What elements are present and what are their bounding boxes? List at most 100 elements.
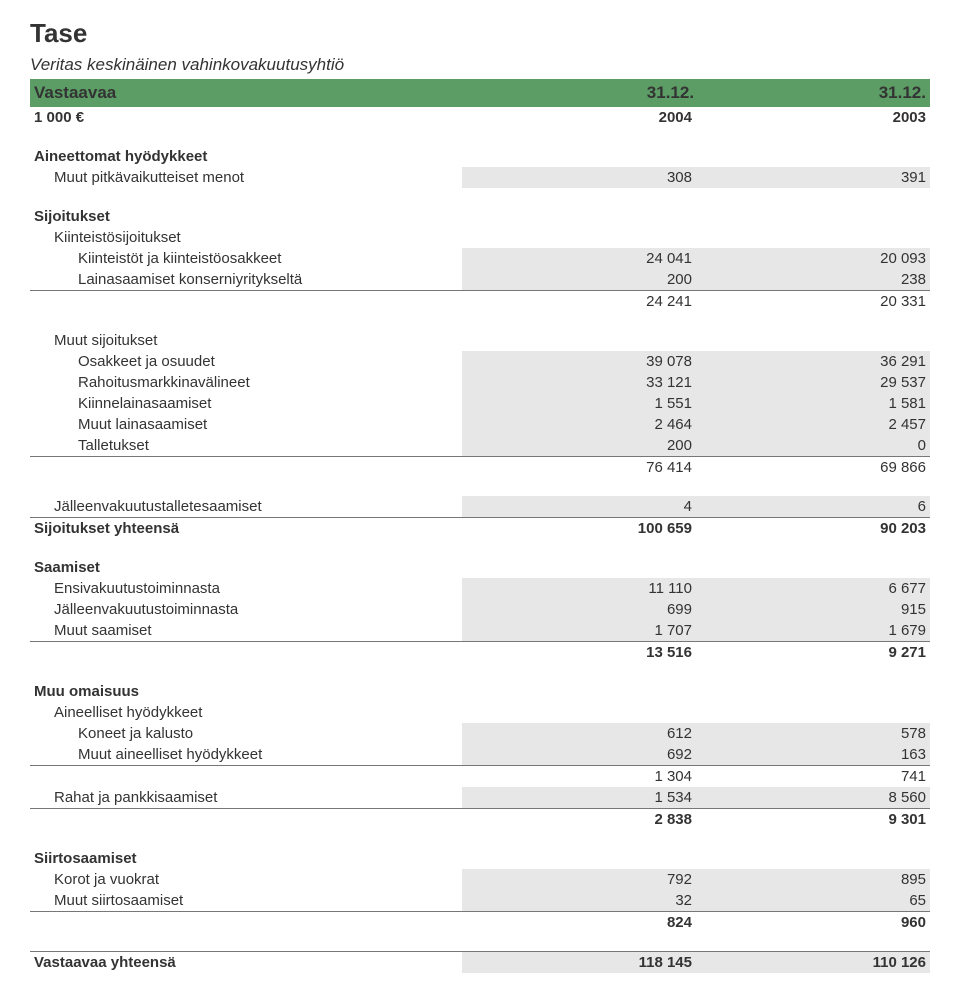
row-value-1: 1 707 [462, 620, 696, 642]
table-row: 13 5169 271 [30, 642, 930, 664]
row-value-1 [462, 227, 696, 248]
section-title: Aineettomat hyödykkeet [30, 146, 462, 167]
table-row: 2 8389 301 [30, 809, 930, 831]
table-row: 1 304741 [30, 766, 930, 788]
row-value-1: 1 304 [462, 766, 696, 788]
row-label: Kiinteistösijoitukset [30, 227, 462, 248]
row-label: Aineelliset hyödykkeet [30, 702, 462, 723]
row-value-1: 33 121 [462, 372, 696, 393]
row-label: Muut siirtosaamiset [30, 890, 462, 912]
row-value-2: 36 291 [696, 351, 930, 372]
row-label [30, 457, 462, 479]
row-label: Jälleenvakuutustoiminnasta [30, 599, 462, 620]
row-label: Lainasaamiset konserniyritykseltä [30, 269, 462, 291]
row-label: Sijoitukset yhteensä [30, 518, 462, 540]
section-title: Muu omaisuus [30, 681, 462, 702]
table-row: 824960 [30, 912, 930, 934]
currency-year-2: 2003 [696, 107, 930, 128]
row-label: Talletukset [30, 435, 462, 457]
table-row: Rahat ja pankkisaamiset1 5348 560 [30, 787, 930, 809]
currency-row: 1 000 € 2004 2003 [30, 107, 930, 128]
row-label: Muut lainasaamiset [30, 414, 462, 435]
subtitle: Veritas keskinäinen vahinkovakuutusyhtiö [30, 55, 930, 75]
row-value-2: 6 677 [696, 578, 930, 599]
row-value-1: 1 534 [462, 787, 696, 809]
table-row: Osakkeet ja osuudet39 07836 291 [30, 351, 930, 372]
row-value-1: 24 041 [462, 248, 696, 269]
row-value-1: 612 [462, 723, 696, 744]
header-col2: 31.12. [462, 83, 694, 103]
row-value-1: 76 414 [462, 457, 696, 479]
section-title: Saamiset [30, 557, 462, 578]
table-row: Muut sijoitukset [30, 330, 930, 351]
row-label: Muut pitkävaikutteiset menot [30, 167, 462, 188]
row-value-2: 1 679 [696, 620, 930, 642]
row-label: Ensivakuutustoiminnasta [30, 578, 462, 599]
row-value-2 [696, 227, 930, 248]
section-title-row: Siirtosaamiset [30, 848, 930, 869]
row-label [30, 766, 462, 788]
row-label: Muut aineelliset hyödykkeet [30, 744, 462, 766]
table-row: Muut saamiset1 7071 679 [30, 620, 930, 642]
row-value-2: 20 093 [696, 248, 930, 269]
row-value-2: 69 866 [696, 457, 930, 479]
row-label: Korot ja vuokrat [30, 869, 462, 890]
row-value-1: 2 464 [462, 414, 696, 435]
row-label: Muut sijoitukset [30, 330, 462, 351]
page-title: Tase [30, 18, 930, 49]
row-label [30, 809, 462, 831]
row-value-1: 699 [462, 599, 696, 620]
row-value-2: 741 [696, 766, 930, 788]
row-value-1: 824 [462, 912, 696, 934]
row-value-2: 238 [696, 269, 930, 291]
financial-table: 1 000 € 2004 2003 Aineettomat hyödykkeet… [30, 107, 930, 973]
table-row: Muut pitkävaikutteiset menot308391 [30, 167, 930, 188]
row-value-1: 13 516 [462, 642, 696, 664]
row-value-2: 0 [696, 435, 930, 457]
row-value-1: 200 [462, 269, 696, 291]
table-row: Kiinteistöt ja kiinteistöosakkeet24 0412… [30, 248, 930, 269]
table-row: Muut lainasaamiset2 4642 457 [30, 414, 930, 435]
row-value-1 [462, 702, 696, 723]
row-value-1: 32 [462, 890, 696, 912]
row-label [30, 912, 462, 934]
section-title-row: Sijoitukset [30, 206, 930, 227]
row-value-2: 9 301 [696, 809, 930, 831]
table-row: Koneet ja kalusto612578 [30, 723, 930, 744]
grand-total-label: Vastaavaa yhteensä [30, 952, 462, 974]
table-row: Lainasaamiset konserniyritykseltä200238 [30, 269, 930, 291]
row-value-1: 1 551 [462, 393, 696, 414]
row-label: Kiinteistöt ja kiinteistöosakkeet [30, 248, 462, 269]
table-row: 76 41469 866 [30, 457, 930, 479]
row-value-2: 578 [696, 723, 930, 744]
section-title-row: Muu omaisuus [30, 681, 930, 702]
header-band: Vastaavaa 31.12. 31.12. [30, 79, 930, 107]
table-row: Muut aineelliset hyödykkeet692163 [30, 744, 930, 766]
section-title: Siirtosaamiset [30, 848, 462, 869]
row-label [30, 642, 462, 664]
header-label: Vastaavaa [34, 83, 462, 103]
table-row: Talletukset2000 [30, 435, 930, 457]
row-value-1: 4 [462, 496, 696, 518]
table-row: Sijoitukset yhteensä100 65990 203 [30, 518, 930, 540]
row-value-2: 915 [696, 599, 930, 620]
table-row: Ensivakuutustoiminnasta11 1106 677 [30, 578, 930, 599]
row-label: Rahat ja pankkisaamiset [30, 787, 462, 809]
row-label [30, 291, 462, 313]
row-value-2: 960 [696, 912, 930, 934]
table-row: 24 24120 331 [30, 291, 930, 313]
row-label: Muut saamiset [30, 620, 462, 642]
grand-total-c3: 110 126 [696, 952, 930, 974]
row-value-1: 2 838 [462, 809, 696, 831]
row-value-1: 792 [462, 869, 696, 890]
row-label: Osakkeet ja osuudet [30, 351, 462, 372]
row-value-2: 65 [696, 890, 930, 912]
table-row: Korot ja vuokrat792895 [30, 869, 930, 890]
row-label: Rahoitusmarkkinavälineet [30, 372, 462, 393]
row-value-1 [462, 330, 696, 351]
table-row: Jälleenvakuutustoiminnasta699915 [30, 599, 930, 620]
table-row: Aineelliset hyödykkeet [30, 702, 930, 723]
row-label: Jälleenvakuutustalletesaamiset [30, 496, 462, 518]
table-row: Kiinnelainasaamiset1 5511 581 [30, 393, 930, 414]
row-label: Kiinnelainasaamiset [30, 393, 462, 414]
